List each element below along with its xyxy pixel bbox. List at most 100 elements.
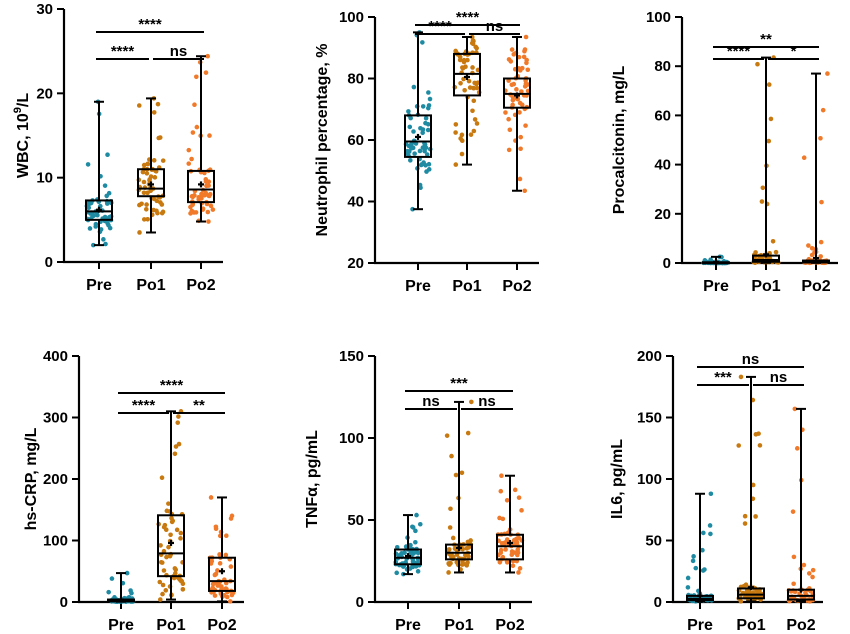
data-point	[757, 443, 763, 448]
box-pre	[393, 512, 423, 577]
box-po1	[736, 374, 765, 604]
data-point	[203, 179, 209, 184]
data-point	[818, 135, 823, 141]
data-point	[504, 560, 510, 565]
data-point	[519, 65, 525, 71]
y-tick-label: 200	[43, 471, 68, 488]
data-point	[801, 155, 807, 161]
data-point	[518, 134, 524, 140]
data-point	[498, 488, 504, 494]
data-point	[447, 562, 452, 567]
y-tick-label: 40	[347, 194, 364, 211]
data-point	[408, 158, 413, 163]
data-point	[444, 433, 450, 438]
data-point	[523, 81, 529, 87]
box-po2	[786, 406, 816, 604]
data-point	[521, 54, 527, 60]
data-point	[794, 446, 800, 451]
data-point	[161, 524, 167, 530]
data-point	[753, 250, 758, 255]
data-point	[219, 584, 224, 589]
data-point	[196, 194, 202, 200]
data-point	[453, 130, 458, 135]
data-point	[498, 547, 504, 553]
data-point	[509, 552, 515, 558]
data-point	[144, 171, 150, 176]
data-point	[806, 571, 812, 576]
data-point	[426, 167, 432, 172]
data-point	[206, 183, 211, 188]
data-point	[179, 579, 185, 584]
data-point	[85, 162, 91, 167]
y-axis-label: Neutrophil percentage, %	[314, 44, 331, 237]
data-point	[147, 177, 152, 182]
data-point	[410, 206, 415, 212]
data-point	[161, 548, 167, 554]
data-point	[460, 559, 465, 565]
data-point	[523, 123, 528, 128]
y-tick-label: 50	[645, 533, 662, 550]
data-point	[462, 87, 467, 93]
chart-panel-5: 0 50 100 150 TNFα, pg/mL Pre Po1 Po2 *** ns ns	[304, 348, 532, 634]
significance-label: **	[193, 397, 205, 414]
data-point	[447, 525, 453, 530]
data-point	[791, 554, 797, 560]
data-point	[420, 40, 425, 45]
y-tick-label: 0	[60, 594, 68, 611]
data-point	[513, 536, 519, 542]
x-tick-label: Pre	[405, 278, 431, 295]
significance-bracket: ***	[697, 369, 749, 386]
box-pre	[106, 570, 136, 604]
data-point	[207, 133, 212, 138]
data-point	[700, 568, 706, 573]
significance-label: ns	[170, 43, 188, 60]
data-point	[801, 562, 807, 568]
data-point	[104, 193, 110, 199]
data-point	[103, 241, 108, 247]
significance-bracket: *	[768, 43, 819, 60]
data-point	[186, 147, 192, 153]
data-point	[820, 107, 826, 113]
data-point	[414, 512, 419, 518]
chart-panel-1: 0 10 20 30 WBC, 109/L Pre Po1 Po2 ******** ns	[12, 1, 223, 294]
data-point	[810, 567, 816, 573]
x-tick-label: Po1	[444, 617, 473, 634]
data-point	[194, 74, 199, 80]
significance-label: ***	[714, 369, 732, 386]
data-point	[470, 65, 475, 70]
data-point	[519, 508, 524, 513]
data-point	[141, 190, 147, 196]
data-point	[417, 148, 423, 154]
data-point	[758, 255, 764, 261]
data-point	[465, 430, 471, 436]
box-iqr	[187, 169, 215, 204]
y-tick-label: 0	[663, 255, 671, 272]
data-point	[410, 524, 415, 530]
data-point	[809, 245, 815, 251]
data-point	[742, 513, 748, 519]
y-axis-label: Procalcitonin, mg/L	[611, 66, 628, 215]
data-point	[818, 254, 824, 259]
data-point	[522, 48, 527, 54]
data-point	[453, 472, 459, 478]
data-point	[525, 67, 531, 73]
x-tick-label: Pre	[108, 617, 134, 634]
data-point	[106, 215, 112, 220]
significance-bracket: ns	[461, 393, 513, 410]
chart-panel-2: 20 40 60 80 100 Neutrophil percentage, % Pre Po…	[314, 9, 539, 295]
data-point	[426, 90, 431, 95]
y-tick-label: 60	[347, 132, 364, 149]
data-point	[105, 152, 110, 158]
data-point	[406, 109, 411, 114]
data-point	[420, 127, 426, 132]
data-point	[164, 554, 169, 560]
data-point	[459, 132, 465, 138]
data-point	[471, 128, 477, 134]
significance-bracket: **	[173, 397, 225, 414]
box-pre	[84, 99, 114, 248]
data-point	[738, 599, 744, 604]
data-point	[766, 138, 772, 144]
data-point	[759, 199, 765, 204]
data-point	[790, 509, 796, 514]
